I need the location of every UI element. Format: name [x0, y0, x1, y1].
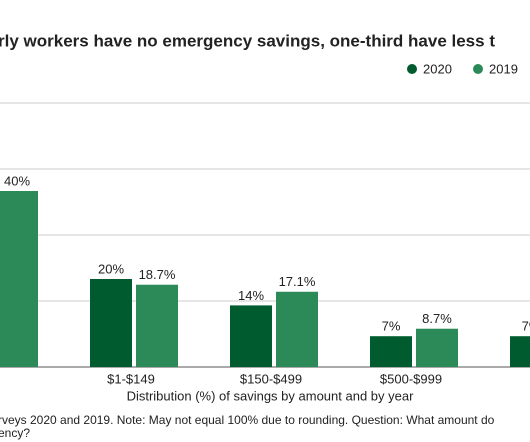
bar	[136, 284, 178, 367]
footnote: ency?	[0, 426, 30, 440]
x-tick-label: $1-$149	[107, 371, 155, 386]
legend-label: 2020	[423, 61, 452, 76]
bar	[370, 336, 412, 367]
legend-label: 2019	[489, 61, 518, 76]
data-label: 17.1%	[279, 274, 316, 289]
data-label: 8.7%	[422, 311, 452, 326]
x-axis-title: Distribution (%) of savings by amount an…	[127, 388, 415, 403]
bar	[276, 291, 318, 367]
chart-title: rly workers have no emergency savings, o…	[0, 31, 495, 50]
data-label: 18.7%	[139, 267, 176, 282]
bar	[0, 191, 38, 367]
bar	[90, 279, 132, 367]
data-label: 7%	[522, 319, 530, 334]
legend-marker	[473, 64, 483, 74]
data-label: 7%	[382, 319, 401, 334]
data-label: 40%	[4, 173, 30, 188]
x-tick-label: $500-$999	[380, 371, 442, 386]
bar	[416, 328, 458, 367]
data-label: 14%	[238, 288, 264, 303]
data-label: 20%	[98, 261, 124, 276]
x-tick-label: $150-$499	[240, 371, 302, 386]
bar	[230, 305, 272, 367]
bar	[510, 336, 530, 367]
footnote: rveys 2020 and 2019. Note: May not equal…	[0, 413, 495, 427]
legend-marker	[407, 64, 417, 74]
